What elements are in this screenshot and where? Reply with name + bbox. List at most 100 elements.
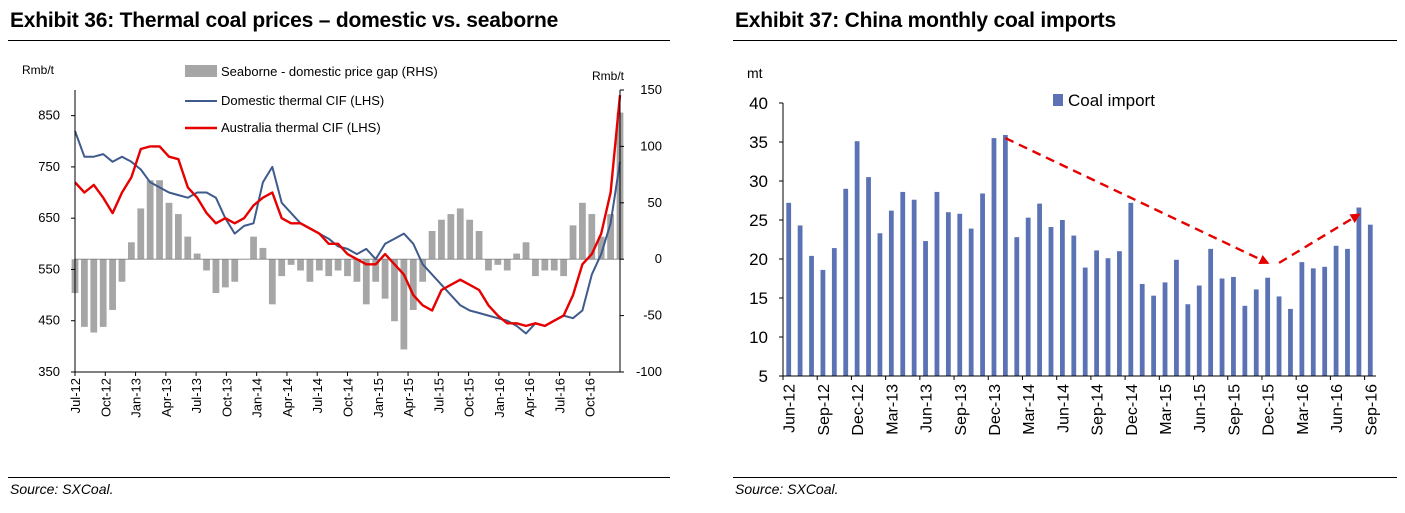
price-gap-bar: [466, 219, 474, 260]
price-gap-bar: [259, 247, 267, 260]
imports-axis-unit: mt: [747, 65, 763, 81]
import-bar: [888, 210, 894, 376]
price-gap-bar: [306, 259, 314, 282]
price-chart: Rmb/t Rmb/t 350 450 550 650 750 850 -100 -50 0 50 10…: [22, 63, 662, 418]
import-bar: [1185, 304, 1191, 376]
x-tick-label: Jan-16: [492, 378, 507, 418]
price-gap-bar: [99, 259, 107, 327]
imports-x-tick-label: Dec-14: [1124, 384, 1141, 436]
left-y-tick-label: 650: [38, 210, 60, 225]
imports-x-tick-label: Jun-13: [919, 384, 936, 433]
import-bar: [1242, 305, 1248, 376]
price-gap-bar: [250, 236, 257, 260]
price-gap-bar: [344, 259, 351, 277]
price-gap-bar: [127, 242, 135, 260]
import-bar: [797, 225, 803, 376]
price-gap-bar: [513, 253, 521, 260]
price-gap-bar: [231, 259, 239, 282]
x-tick-label: Oct-16: [583, 378, 598, 417]
price-gap-bar: [212, 259, 220, 294]
x-tick-label: Oct-13: [219, 378, 234, 417]
imports-x-tick-label: Jun-12: [782, 384, 799, 433]
import-bar: [1117, 251, 1122, 376]
x-tick-label: Oct-12: [98, 378, 113, 417]
import-bar: [1014, 237, 1020, 376]
import-bar: [1094, 250, 1100, 376]
imports-x-tick-label: Sep-13: [953, 384, 970, 436]
australia-cif-line: [74, 94, 622, 328]
import-bar: [1208, 248, 1214, 376]
x-tick-label: Jul-16: [552, 378, 567, 413]
imports-y-tick-label: 20: [749, 250, 768, 269]
price-gap-bar: [428, 231, 436, 260]
price-gap-bar: [174, 214, 182, 260]
left-axis-unit: Rmb/t: [22, 63, 55, 77]
price-gap-bar: [475, 231, 483, 260]
left-y-tick-label: 850: [38, 108, 60, 123]
import-bar: [1025, 217, 1031, 376]
x-tick-label: Jul-13: [189, 378, 204, 413]
price-gap-bar: [325, 259, 333, 277]
left-title-rule: [8, 40, 670, 41]
right-y-tick-label: -100: [636, 364, 662, 379]
import-bar: [866, 177, 871, 376]
price-gap-bar: [560, 259, 568, 277]
import-bar: [1071, 235, 1077, 376]
price-gap-bar: [362, 259, 370, 305]
import-bar: [1322, 266, 1328, 376]
price-gap-bar: [297, 259, 304, 271]
x-tick-label: Jan-14: [250, 378, 265, 418]
right-y-tick-label: -50: [643, 308, 662, 323]
import-bar: [911, 199, 917, 376]
imports-x-tick-label: Jun-16: [1329, 384, 1346, 433]
imports-x-tick-label: Sep-12: [816, 384, 833, 436]
imports-y-tick-label: 30: [749, 172, 768, 191]
price-gap-bar: [109, 259, 116, 310]
import-bar: [1219, 278, 1225, 376]
import-bar: [1048, 227, 1054, 376]
price-gap-bar: [221, 259, 229, 288]
import-bar: [1105, 258, 1111, 376]
price-gap-bar: [334, 259, 342, 271]
price-gap-bar: [588, 214, 596, 260]
imports-x-tick-label: Sep-16: [1363, 384, 1380, 436]
price-gap-bar: [381, 259, 389, 299]
import-bar: [1128, 202, 1134, 376]
import-bar: [1059, 220, 1065, 376]
import-bar: [1162, 282, 1168, 376]
import-bar: [809, 255, 814, 376]
imports-x-tick-label: Mar-15: [1158, 384, 1175, 435]
imports-x-tick-label: Sep-14: [1090, 384, 1107, 436]
right-chart-title: Exhibit 37: China monthly coal imports: [735, 9, 1116, 32]
x-tick-label: Apr-14: [280, 378, 295, 417]
import-bar: [1037, 203, 1042, 376]
import-bar: [1356, 207, 1362, 376]
imports-x-tick-label: Sep-15: [1226, 384, 1243, 436]
x-tick-label: Jan-13: [129, 378, 144, 418]
price-gap-bar: [503, 259, 511, 271]
right-y-tick-label: 0: [655, 251, 662, 266]
x-tick-label: Jul-14: [310, 378, 325, 413]
legend-gap-swatch: [185, 65, 217, 77]
imports-y-tick-label: 5: [759, 367, 768, 386]
price-gap-bar: [522, 242, 530, 260]
price-gap-bar: [597, 236, 605, 260]
price-gap-bar: [193, 253, 201, 260]
x-tick-label: Oct-14: [341, 378, 356, 417]
price-gap-bar: [118, 259, 126, 282]
price-gap-bar: [419, 259, 427, 282]
price-gap-bar: [391, 259, 398, 322]
left-y-tick-label: 750: [38, 159, 60, 174]
import-bar: [831, 248, 837, 376]
import-bar: [1151, 295, 1157, 376]
imports-x-tick-label: Jun-15: [1192, 384, 1209, 433]
price-gap-bar: [494, 259, 502, 265]
x-tick-label: Apr-13: [159, 378, 174, 417]
legend-australia-label: Australia thermal CIF (LHS): [221, 120, 381, 135]
import-bar: [854, 141, 860, 376]
price-gap-bar: [268, 259, 276, 305]
domestic-cif-line: [74, 130, 621, 335]
import-bar: [934, 191, 940, 376]
x-tick-label: Jan-15: [371, 378, 386, 418]
